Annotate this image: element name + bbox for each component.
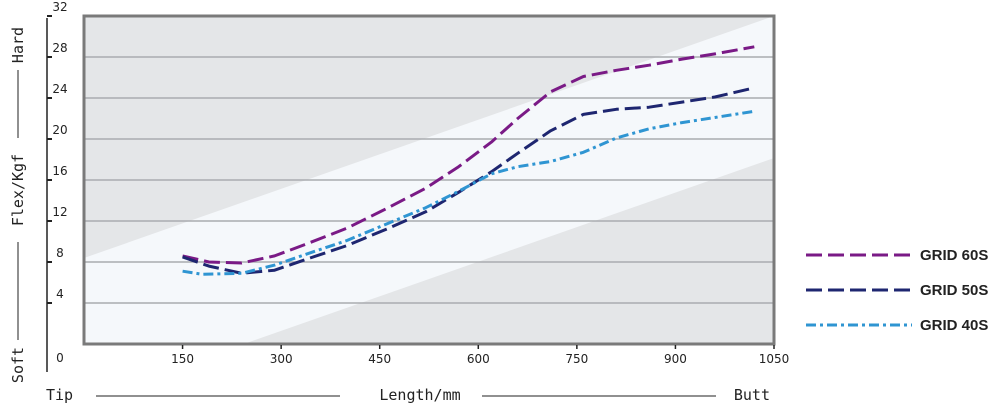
y-tick-label-20: 20: [52, 123, 67, 137]
y-end-top-label: Hard: [9, 27, 27, 63]
x-axis-label: Length/mm: [379, 386, 460, 404]
legend-label-grid-40s: GRID 40S: [920, 317, 988, 334]
legend-label-grid-50s: GRID 50S: [920, 282, 988, 299]
plot-frame: [82, 14, 776, 346]
x-end-left-label: Tip: [46, 386, 73, 404]
x-tick-label-450: 450: [368, 352, 391, 366]
x-axis-title-group: Tip Length/mm Butt: [46, 386, 770, 404]
y-tick-label-8: 8: [56, 246, 64, 260]
x-tick-layer: 150 300 450 600 750 900 1050: [171, 345, 789, 366]
legend-label-grid-60s: GRID 60S: [920, 247, 988, 264]
x-tick-label-150: 150: [171, 352, 194, 366]
y-tick-label-32: 32: [52, 0, 67, 14]
series-line-grid-60s: [182, 45, 755, 265]
x-tick-label-600: 600: [467, 352, 490, 366]
series-layer: [182, 45, 755, 276]
legend: GRID 60S GRID 50S GRID 40S: [806, 247, 988, 334]
series-line-grid-40s: [182, 109, 755, 276]
y-tick-label-24: 24: [52, 82, 67, 96]
y-tick-label-28: 28: [52, 41, 67, 55]
x-tick-label-900: 900: [664, 352, 687, 366]
grid-layer: [84, 56, 774, 304]
x-end-right-label: Butt: [734, 386, 770, 404]
y-tick-label-16: 16: [52, 164, 67, 178]
y-tick-label-4: 4: [56, 287, 64, 301]
x-tick-label-300: 300: [270, 352, 293, 366]
x-tick-label-750: 750: [565, 352, 588, 366]
y-tick-label-0: 0: [56, 351, 64, 365]
y-axis-title-group: Soft Flex/Kgf Hard: [9, 27, 27, 383]
y-tick-label-12: 12: [52, 205, 67, 219]
y-tick-layer: 4 8 12 16 20 24 28 32 0: [47, 0, 68, 365]
x-tick-label-1050: 1050: [759, 352, 790, 366]
y-end-bottom-label: Soft: [9, 347, 27, 383]
y-axis-label: Flex/Kgf: [9, 154, 27, 226]
